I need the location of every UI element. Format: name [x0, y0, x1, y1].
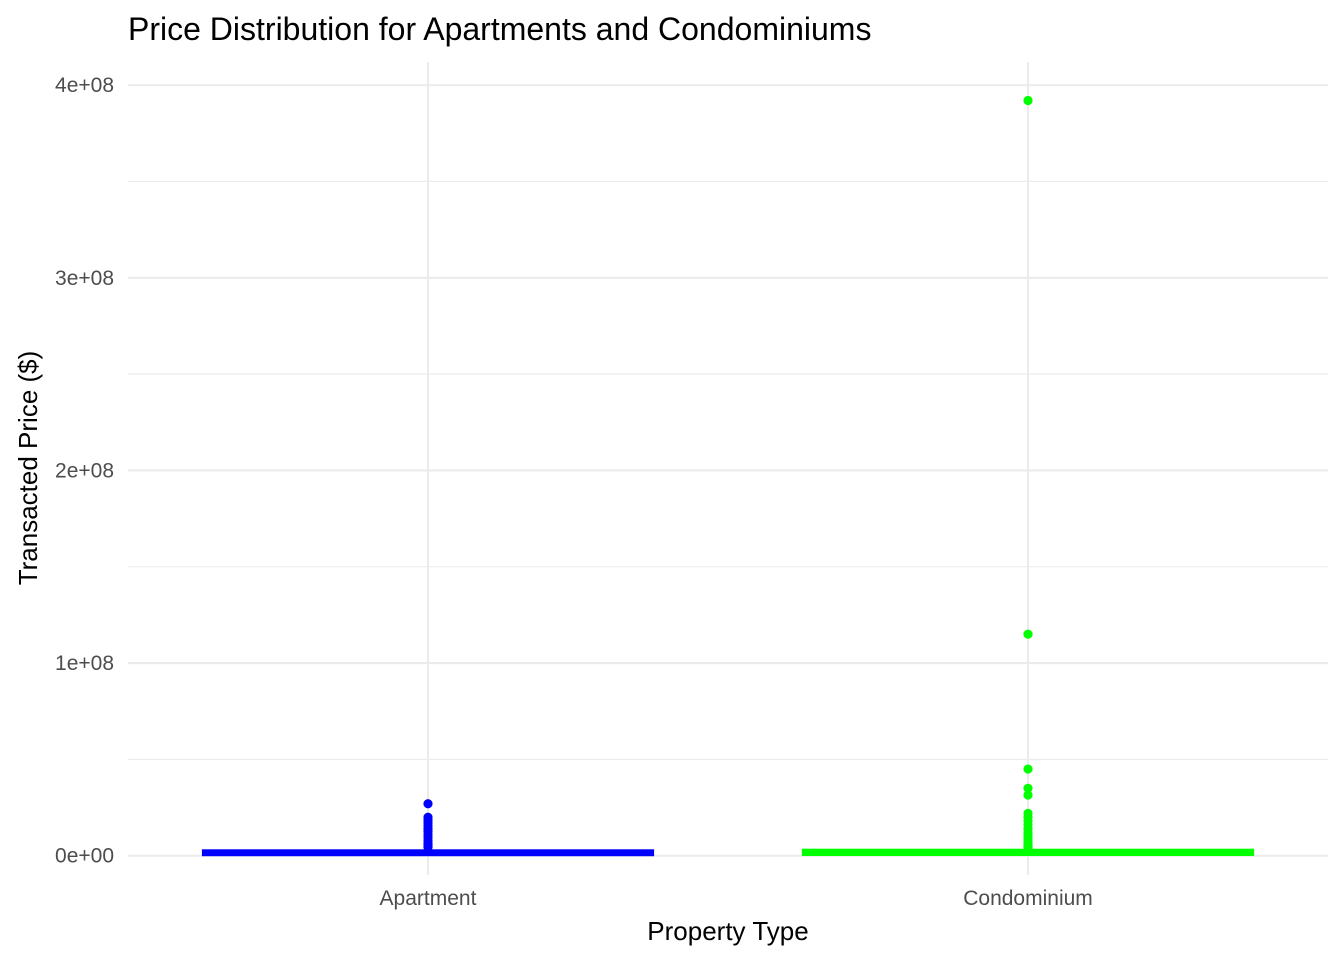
y-tick-label: 1e+08	[55, 652, 114, 675]
outlier-point	[1023, 629, 1033, 639]
y-axis-tick-labels: 0e+00 1e+08 2e+08 3e+08 4e+08	[55, 74, 114, 868]
y-axis-title: Transacted Price ($)	[13, 351, 43, 586]
y-tick-label: 3e+08	[55, 267, 114, 290]
outlier-point	[423, 842, 433, 852]
x-tick-label: Apartment	[380, 887, 477, 910]
outlier-point	[1023, 790, 1033, 800]
chart-title: Price Distribution for Apartments and Co…	[128, 11, 871, 47]
x-tick-label: Condominium	[963, 887, 1093, 910]
outlier-point	[1023, 764, 1033, 774]
x-axis-title: Property Type	[647, 916, 808, 946]
y-tick-label: 0e+00	[55, 845, 114, 868]
box-apartment	[201, 799, 655, 857]
y-tick-label: 2e+08	[55, 459, 114, 482]
box-plot-series	[201, 95, 1255, 857]
x-axis-tick-labels: Apartment Condominium	[380, 887, 1093, 910]
outlier-point	[1023, 783, 1033, 793]
outlier-point	[1023, 843, 1033, 853]
grid-lines	[128, 62, 1328, 875]
y-tick-label: 4e+08	[55, 74, 114, 97]
box-condominium	[801, 95, 1255, 857]
outlier-point	[423, 799, 433, 809]
outlier-point	[1023, 95, 1033, 106]
